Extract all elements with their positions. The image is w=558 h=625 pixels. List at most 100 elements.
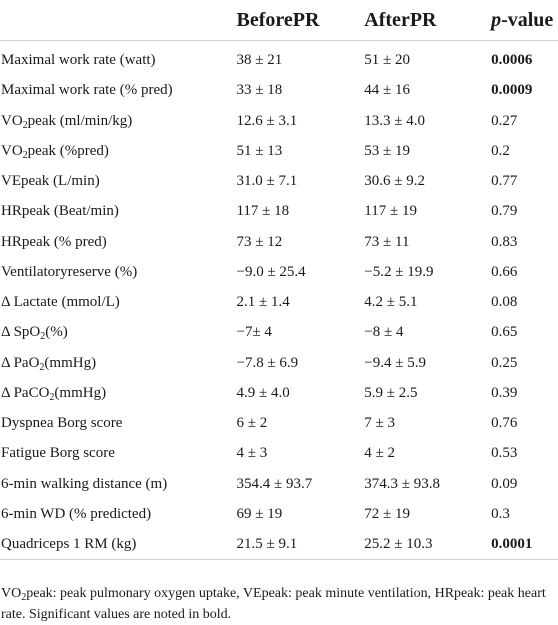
row-label-text: VO xyxy=(1,112,23,129)
row-label-subscript: 2 xyxy=(49,391,55,403)
row-label: Maximal work rate (watt) xyxy=(0,41,236,76)
row-p-value: 0.0009 xyxy=(491,82,533,99)
row-after-value: 44 ± 16 xyxy=(364,82,411,99)
row-p-value: 0.0006 xyxy=(491,52,533,69)
row-label: HRpeak (% pred) xyxy=(0,227,236,257)
row-after-value: 117 ± 19 xyxy=(364,203,417,220)
row-p-value: 0.76 xyxy=(491,415,518,432)
table-row: Fatigue Borg score 4 ± 3 4 ± 2 0.53 xyxy=(0,438,558,468)
row-p-value: 0.0001 xyxy=(491,536,533,553)
table-row: VEpeak (L/min) 31.0 ± 7.1 30.6 ± 9.2 0.77 xyxy=(0,166,558,196)
row-label: VO2peak (ml/min/kg) xyxy=(0,106,236,136)
row-label: VO2peak (%pred) xyxy=(0,136,236,166)
row-label: 6-min WD (% predicted) xyxy=(0,499,236,529)
row-after-value: −8 ± 4 xyxy=(364,324,404,341)
row-label: Fatigue Borg score xyxy=(0,438,236,468)
row-p-value: 0.66 xyxy=(491,263,518,280)
row-label: Ventilatoryreserve (%) xyxy=(0,257,236,287)
header-row: BeforePR AfterPR p-value xyxy=(0,0,558,41)
row-label: Δ SpO2(%) xyxy=(0,317,236,347)
row-label-text: Δ PaCO xyxy=(1,384,50,401)
row-p-value: 0.83 xyxy=(491,233,518,250)
table-row: VO2peak (ml/min/kg) 12.6 ± 3.1 13.3 ± 4.0 0… xyxy=(0,106,558,136)
table-row: 6-min walking distance (m) 354.4 ± 93.7 37… xyxy=(0,469,558,499)
row-label-text: VEpeak (L/min) xyxy=(1,173,100,190)
footnote-pre: VO xyxy=(1,586,22,601)
table-row: Δ Lactate (mmol/L) 2.1 ± 1.4 4.2 ± 5.1 0.08 xyxy=(0,287,558,317)
row-after-value: 7 ± 3 xyxy=(364,415,396,432)
row-label-suffix: peak (%pred) xyxy=(27,142,109,159)
table-row: Dyspnea Borg score 6 ± 2 7 ± 3 0.76 xyxy=(0,408,558,438)
row-label: HRpeak (Beat/min) xyxy=(0,196,236,226)
header-p-rest: -value xyxy=(501,9,554,31)
table-row: Δ SpO2(%) −7± 4 −8 ± 4 0.65 xyxy=(0,317,558,347)
row-label-text: Δ Lactate (mmol/L) xyxy=(1,294,120,311)
row-before-value: 117 ± 18 xyxy=(236,203,290,220)
table-row: Maximal work rate (watt) 38 ± 21 51 ± 20 0.… xyxy=(0,41,558,76)
row-label-text: Dyspnea Borg score xyxy=(1,415,123,432)
row-before-value: 73 ± 12 xyxy=(236,233,283,250)
table-row: Ventilatoryreserve (%) −9.0 ± 25.4 −5.2 ± … xyxy=(0,257,558,287)
row-after-value: 53 ± 19 xyxy=(364,142,411,159)
row-after-value: 72 ± 19 xyxy=(364,505,411,522)
row-before-value: 51 ± 13 xyxy=(236,142,283,159)
row-before-value: 4.9 ± 4.0 xyxy=(236,384,290,401)
header-variable xyxy=(0,0,236,41)
row-p-value: 0.39 xyxy=(491,384,518,401)
row-label: Maximal work rate (% pred) xyxy=(0,75,236,105)
row-before-value: −7.8 ± 6.9 xyxy=(236,354,299,371)
row-label-text: Maximal work rate (watt) xyxy=(1,52,156,69)
row-p-value: 0.53 xyxy=(491,445,518,462)
row-p-value: 0.2 xyxy=(491,142,510,159)
row-label-text: 6-min WD (% predicted) xyxy=(1,505,152,522)
row-after-value: −9.4 ± 5.9 xyxy=(364,354,426,371)
row-label-subscript: 2 xyxy=(40,331,46,343)
row-after-value: 51 ± 20 xyxy=(364,52,411,69)
row-label-text: HRpeak (% pred) xyxy=(1,233,107,250)
table-row: 6-min WD (% predicted) 69 ± 19 72 ± 19 0.3 xyxy=(0,499,558,529)
footnote-text: peak: peak pulmonary oxygen uptake, VEpe… xyxy=(1,586,546,622)
row-after-value: 5.9 ± 2.5 xyxy=(364,384,418,401)
row-label-subscript: 2 xyxy=(22,119,28,131)
row-p-value: 0.77 xyxy=(491,173,518,190)
row-before-value: 2.1 ± 1.4 xyxy=(236,294,290,311)
row-label: Δ PaCO2(mmHg) xyxy=(0,378,236,408)
table-row: VO2peak (%pred) 51 ± 13 53 ± 19 0.2 xyxy=(0,136,558,166)
row-label-suffix: peak (ml/min/kg) xyxy=(27,112,133,129)
table-row: Δ PaO2(mmHg) −7.8 ± 6.9 −9.4 ± 5.9 0.25 xyxy=(0,348,558,378)
row-p-value: 0.27 xyxy=(491,112,518,129)
row-label-text: 6-min walking distance (m) xyxy=(1,475,168,492)
row-after-value: 73 ± 11 xyxy=(364,233,410,250)
row-before-value: 33 ± 18 xyxy=(236,82,283,99)
row-label: Quadriceps 1 RM (kg) xyxy=(0,529,236,560)
footnote-sub: 2 xyxy=(21,592,27,603)
row-before-value: 69 ± 19 xyxy=(236,505,283,522)
table-row: HRpeak (Beat/min) 117 ± 18 117 ± 19 0.79 xyxy=(0,196,558,226)
row-label: VEpeak (L/min) xyxy=(0,166,236,196)
row-after-value: 30.6 ± 9.2 xyxy=(364,173,426,190)
results-table: BeforePR AfterPR p-value Maximal work ra… xyxy=(0,0,558,560)
table-row: HRpeak (% pred) 73 ± 12 73 ± 11 0.83 xyxy=(0,227,558,257)
row-label: Dyspnea Borg score xyxy=(0,408,236,438)
header-p-value: p-value xyxy=(491,0,558,41)
row-after-value: 374.3 ± 93.8 xyxy=(364,475,441,492)
row-after-value: 13.3 ± 4.0 xyxy=(364,112,426,129)
row-after-value: 4.2 ± 5.1 xyxy=(364,294,418,311)
row-before-value: 12.6 ± 3.1 xyxy=(236,112,298,129)
table-row: Maximal work rate (% pred) 33 ± 18 44 ± 16… xyxy=(0,75,558,105)
row-before-value: 38 ± 21 xyxy=(236,52,283,69)
table-body: Maximal work rate (watt) 38 ± 21 51 ± 20 0.… xyxy=(0,41,558,560)
row-label-text: Maximal work rate (% pred) xyxy=(1,82,173,99)
row-before-value: 21.5 ± 9.1 xyxy=(236,536,298,553)
row-label-text: VO xyxy=(1,142,23,159)
row-label-suffix: (mmHg) xyxy=(44,354,97,371)
header-p-italic: p xyxy=(491,9,502,31)
row-after-value: −5.2 ± 19.9 xyxy=(364,263,434,280)
table-footnote: VO2peak: peak pulmonary oxygen uptake, V… xyxy=(1,583,551,625)
row-label-text: Ventilatoryreserve (%) xyxy=(1,263,138,280)
row-after-value: 25.2 ± 10.3 xyxy=(364,536,433,553)
table-row: Quadriceps 1 RM (kg) 21.5 ± 9.1 25.2 ± 10.… xyxy=(0,529,558,560)
row-p-value: 0.09 xyxy=(491,475,518,492)
row-p-value: 0.3 xyxy=(491,505,510,522)
